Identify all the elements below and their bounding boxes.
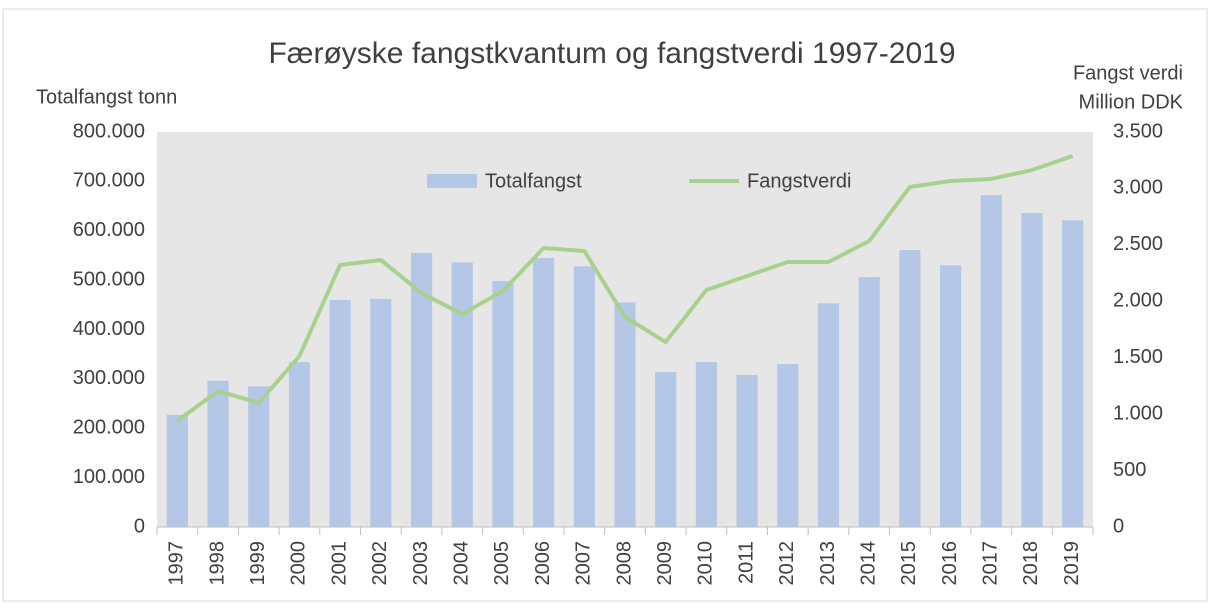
bar [980, 195, 1002, 527]
y-tick-label: 700.000 [73, 170, 145, 192]
bar [858, 277, 880, 527]
x-tick-label: 2000 [288, 541, 310, 586]
y-tick-label: 200.000 [73, 417, 145, 439]
bar [370, 298, 392, 527]
x-tick-label: 2007 [573, 541, 595, 586]
bar [166, 414, 188, 527]
x-tick-label: 2012 [776, 541, 798, 586]
y-tick-label: 100.000 [73, 466, 145, 488]
bar [817, 303, 840, 527]
y2-tick-label: 1.000 [1113, 402, 1163, 424]
legend-swatch [427, 174, 477, 188]
x-tick-label: 2011 [735, 541, 757, 584]
bar [939, 265, 962, 527]
x-tick-label: 2015 [898, 541, 920, 586]
y2-tick-label: 2.000 [1113, 290, 1163, 312]
y2-tick-label: 1.500 [1113, 346, 1163, 368]
legend-label: Fangstverdi [747, 170, 852, 192]
x-tick-label: 2008 [613, 541, 635, 586]
y2-tick-label: 3.000 [1113, 177, 1163, 199]
x-tick-label: 2009 [654, 541, 676, 586]
bar [736, 374, 758, 527]
legend-label: Totalfangst [485, 170, 582, 192]
bar [777, 364, 799, 527]
bar [1021, 212, 1043, 527]
bar [1062, 220, 1084, 527]
y-tick-label: 300.000 [73, 367, 145, 389]
y2-tick-label: 3.500 [1113, 120, 1163, 142]
y2-axis-title: Fangst verdi [1073, 62, 1183, 84]
x-tick-label: 2014 [857, 541, 879, 586]
bar [451, 262, 473, 527]
bar [288, 362, 311, 527]
y2-tick-label: 0 [1113, 515, 1124, 537]
x-tick-label: 2010 [695, 541, 717, 586]
bar [899, 250, 921, 527]
x-tick-label: 2016 [939, 541, 961, 586]
y2-axis-title: Million DDK [1079, 91, 1184, 113]
x-tick-label: 2002 [369, 541, 391, 586]
x-tick-label: 2004 [450, 541, 472, 586]
x-tick-label: 2013 [817, 541, 839, 586]
bar [573, 266, 595, 527]
x-tick-label: 2003 [410, 541, 432, 586]
x-tick-label: 2006 [532, 541, 554, 586]
bar [207, 380, 229, 527]
y2-tick-label: 500 [1113, 459, 1146, 481]
line [176, 154, 1074, 423]
bar [329, 299, 351, 527]
bar [655, 371, 677, 527]
x-tick-label: 2017 [980, 541, 1002, 586]
bar [695, 362, 717, 527]
x-tick-label: 2018 [1020, 541, 1042, 586]
x-tick-label: 2001 [328, 541, 350, 586]
x-tick-label: 1997 [166, 541, 188, 586]
chart-title: Færøyske fangstkvantum og fangstverdi 19… [268, 37, 955, 70]
bar [614, 302, 636, 527]
bar [410, 252, 433, 527]
y-axis-title: Totalfangst tonn [36, 86, 177, 108]
y-tick-label: 500.000 [73, 268, 145, 290]
y-tick-label: 0 [134, 515, 145, 537]
bar [492, 281, 514, 527]
x-tick-label: 2005 [491, 541, 513, 586]
x-tick-label: 2019 [1061, 541, 1083, 586]
bar [533, 257, 555, 527]
y-tick-label: 400.000 [73, 318, 145, 340]
x-tick-label: 1999 [247, 541, 269, 586]
y-tick-label: 800.000 [73, 120, 145, 142]
bar [248, 386, 270, 527]
y2-tick-label: 2.500 [1113, 233, 1163, 255]
y-tick-label: 600.000 [73, 219, 145, 241]
x-tick-label: 1998 [206, 541, 228, 586]
